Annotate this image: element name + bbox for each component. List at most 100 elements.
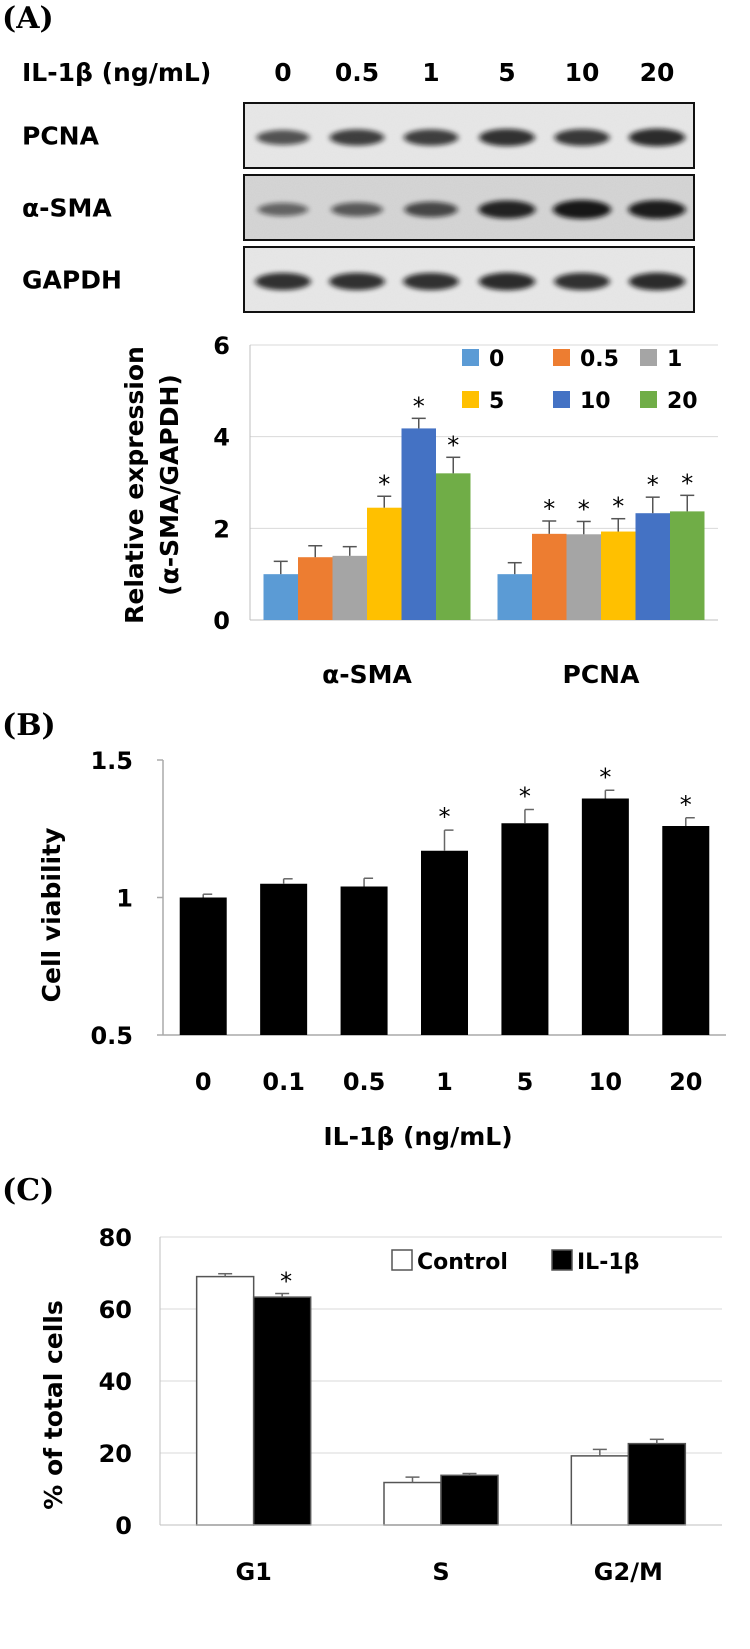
- chart-a-bar: [670, 511, 705, 620]
- chart-c-x-tick: G1: [235, 1558, 271, 1586]
- blot-row-label: GAPDH: [22, 266, 122, 295]
- chart-c-bar: [195, 1275, 255, 1526]
- chart-b-viability: 0.5 1 1.5 * * * * 0 0.1 0.5 1 5 10 20 Cell viabilit…: [37, 747, 726, 1151]
- chart-c-bar: [440, 1474, 499, 1526]
- blot-band: [554, 129, 610, 146]
- chart-a-sig-star: *: [378, 470, 390, 498]
- blot-dose-label: 20: [640, 58, 675, 87]
- chart-b-y-tick: 1: [116, 885, 133, 913]
- blot-band: [478, 200, 536, 219]
- blot-band: [403, 272, 459, 291]
- chart-b-y-label: Cell viability: [37, 828, 66, 1003]
- chart-a-legend: 0 0.5 1 5 10 20: [462, 347, 698, 414]
- blot-dose-label: 1: [422, 58, 439, 87]
- blot-row-label: α-SMA: [22, 194, 112, 223]
- chart-b-x-tick: 10: [589, 1068, 622, 1096]
- blot-dose-label: 0: [274, 58, 291, 87]
- chart-c-bar: [627, 1442, 687, 1526]
- blot-band: [257, 202, 309, 217]
- blot-frame: [243, 246, 695, 313]
- chart-c-y-tick: 40: [99, 1368, 132, 1396]
- chart-c-legend-label: IL-1β: [577, 1250, 639, 1275]
- chart-b-bar: [179, 897, 227, 1035]
- chart-a-bar: [298, 557, 333, 620]
- chart-a-bar: [263, 574, 298, 620]
- chart-a-legend-label: 0.5: [580, 347, 619, 372]
- chart-c-x-tick: S: [432, 1558, 449, 1586]
- chart-c-legend-swatch: [551, 1249, 573, 1271]
- chart-c-y-tick: 60: [99, 1296, 132, 1324]
- chart-a-sig-star: *: [647, 471, 659, 499]
- chart-b-x-label: IL-1β (ng/mL): [323, 1122, 512, 1151]
- chart-b-y-tick: 1.5: [90, 747, 133, 775]
- chart-c-y-ticks: 0 20 40 60 80: [99, 1224, 132, 1540]
- blot-dose-label: 0.5: [335, 58, 379, 87]
- chart-a-legend-label: 20: [667, 389, 698, 414]
- chart-b-sig-star: *: [599, 763, 611, 791]
- chart-a-legend-swatch: [640, 349, 657, 366]
- blot-dose-label: 5: [498, 58, 515, 87]
- chart-a-legend-label: 0: [489, 347, 504, 372]
- chart-c-bars: *: [160, 1268, 722, 1526]
- chart-b-y-tick: 0.5: [90, 1022, 133, 1050]
- chart-b-x-ticks: 0 0.1 0.5 1 5 10 20: [195, 1068, 703, 1096]
- blot-frame: [243, 102, 695, 169]
- chart-b-x-tick: 0: [195, 1068, 212, 1096]
- chart-a-legend-swatch: [640, 391, 657, 408]
- panel-label-b: (B): [2, 708, 56, 743]
- blot-frame: [243, 174, 695, 241]
- panel-label-a: (A): [2, 1, 54, 36]
- blot-band: [479, 128, 535, 147]
- chart-a-bar: [367, 507, 402, 620]
- blot-band: [554, 272, 610, 291]
- blot-band: [329, 272, 385, 291]
- chart-a-sig-star: *: [413, 392, 425, 420]
- chart-a-legend-swatch: [553, 349, 570, 366]
- chart-a-y-tick: 4: [213, 424, 230, 452]
- chart-a-y-label-line1: Relative expression: [120, 346, 149, 624]
- chart-a-bar: [635, 513, 670, 620]
- chart-a-legend-label: 5: [489, 389, 504, 414]
- chart-a-legend-swatch: [462, 391, 479, 408]
- chart-c-bar: [570, 1455, 630, 1526]
- chart-a-y-label-line2: (α-SMA/GAPDH): [155, 374, 184, 596]
- chart-b-bar: [581, 798, 629, 1035]
- western-blot: IL-1β (ng/mL) 0 0.5 1 5 10 20 PCNA α-SMA GAPDH: [22, 58, 695, 313]
- blot-band: [628, 272, 686, 291]
- chart-a-sig-star: *: [681, 469, 693, 497]
- chart-a-legend-swatch: [553, 391, 570, 408]
- chart-a-bar: [497, 574, 532, 620]
- panel-label-c: (C): [2, 1173, 54, 1208]
- chart-b-x-tick: 0.5: [343, 1068, 386, 1096]
- blot-header-label: IL-1β (ng/mL): [22, 58, 211, 87]
- blot-band: [553, 200, 611, 219]
- chart-b-x-tick: 20: [669, 1068, 702, 1096]
- chart-c-y-tick: 0: [115, 1512, 132, 1540]
- chart-b-sig-star: *: [519, 783, 531, 811]
- chart-c-x-ticks: G1 S G2/M: [235, 1558, 662, 1586]
- blot-row-label: PCNA: [22, 122, 100, 151]
- blot-band: [331, 202, 383, 217]
- blot-band: [404, 201, 458, 218]
- chart-a-sig-star: *: [612, 493, 624, 521]
- blot-band: [256, 130, 310, 145]
- chart-a-x-tick: PCNA: [563, 660, 641, 689]
- blot-dose-labels: 0 0.5 1 5 10 20: [274, 58, 674, 87]
- chart-a-bar: [436, 473, 471, 620]
- chart-b-sig-star: *: [439, 803, 451, 831]
- chart-c-y-tick: 20: [99, 1440, 132, 1468]
- chart-c-cell-cycle: 0 20 40 60 80 * G1 S G2/M Control IL-1β % of to…: [39, 1224, 722, 1586]
- chart-c-legend-swatch: [391, 1249, 413, 1271]
- chart-a-y-tick: 6: [213, 332, 230, 360]
- chart-c-x-tick: G2/M: [594, 1558, 663, 1586]
- chart-b-x-tick: 1: [436, 1068, 453, 1096]
- chart-b-x-tick: 5: [517, 1068, 534, 1096]
- blot-band: [478, 272, 536, 291]
- chart-a-bar: [401, 428, 436, 620]
- chart-c-bar: [252, 1296, 312, 1526]
- chart-a-bars: * * * * * * * *: [263, 392, 705, 620]
- blot-membrane-grain: [244, 103, 694, 168]
- blot-membrane-grain: [244, 175, 694, 240]
- chart-c-bar: [383, 1481, 442, 1526]
